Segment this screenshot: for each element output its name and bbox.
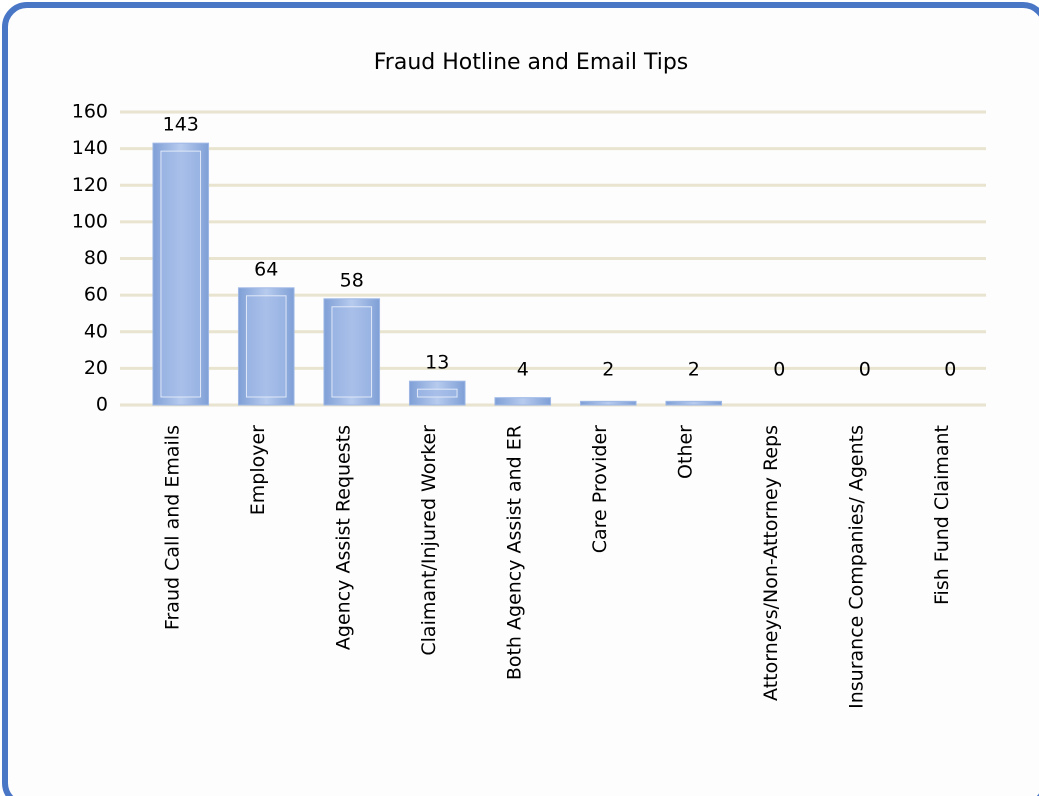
chart-title: Fraud Hotline and Email Tips	[374, 50, 689, 75]
value-label: 13	[425, 352, 449, 374]
value-label: 58	[340, 269, 364, 291]
bar-bevel	[245, 295, 287, 398]
bar-group	[665, 400, 723, 406]
bar-group	[323, 298, 381, 406]
value-label: 2	[688, 359, 700, 381]
x-tick-label: Both Agency Assist and ER	[503, 425, 525, 680]
bar-group	[579, 400, 637, 406]
value-label: 0	[859, 359, 871, 381]
x-tick-label: Fraud Call and Emails	[161, 425, 183, 630]
marks	[152, 142, 723, 406]
bar-group	[237, 287, 295, 406]
y-tick-label: 20	[84, 357, 108, 379]
y-tick-label: 140	[72, 137, 108, 159]
bar	[494, 397, 552, 406]
x-tick-label: Care Provider	[589, 425, 611, 553]
bar-bevel	[331, 306, 373, 398]
y-tick-label: 60	[84, 284, 108, 306]
bar-bevel	[416, 388, 458, 398]
bar-group	[408, 380, 466, 406]
y-tick-label: 160	[72, 101, 108, 123]
value-label: 2	[602, 359, 614, 381]
value-label: 143	[163, 114, 199, 136]
x-tick-label: Claimant/Injured Worker	[418, 425, 440, 656]
y-tick-label: 120	[72, 174, 108, 196]
value-label: 0	[773, 359, 785, 381]
bar	[579, 400, 637, 406]
x-tick-label: Employer	[247, 425, 269, 515]
value-label: 64	[254, 258, 278, 280]
x-tick-label: Other	[674, 425, 696, 479]
bar	[665, 400, 723, 406]
bar-group	[494, 397, 552, 406]
bar-bevel	[160, 150, 202, 398]
bar-group	[152, 142, 210, 406]
x-tick-label: Agency Assist Requests	[332, 425, 354, 650]
y-tick-label: 80	[84, 247, 108, 269]
y-tick-label: 40	[84, 320, 108, 342]
value-label: 4	[517, 359, 529, 381]
x-tick-label: Fish Fund Claimant	[931, 425, 953, 605]
x-tick-label: Attorneys/Non-Attorney Reps	[760, 425, 782, 701]
value-label: 0	[944, 359, 956, 381]
y-tick-label: 100	[72, 210, 108, 232]
y-tick-label: 0	[96, 394, 108, 416]
x-tick-label: Insurance Companies/ Agents	[845, 425, 867, 709]
